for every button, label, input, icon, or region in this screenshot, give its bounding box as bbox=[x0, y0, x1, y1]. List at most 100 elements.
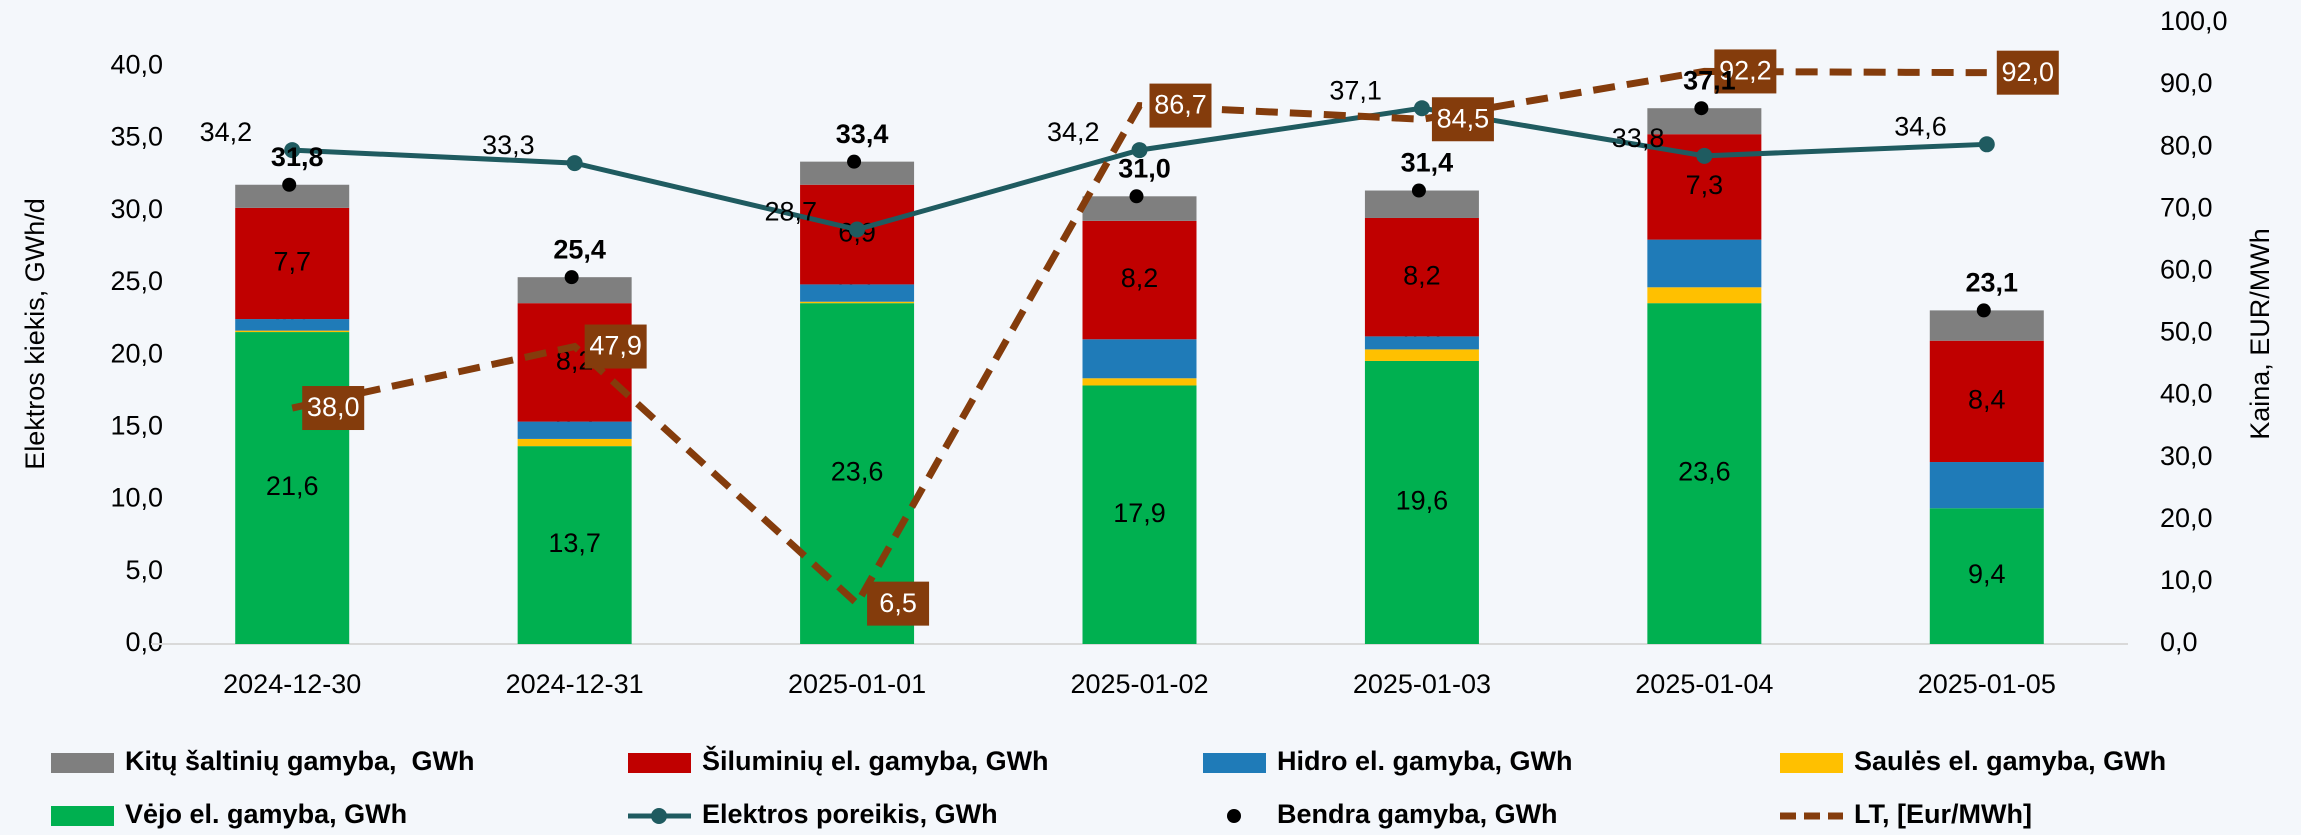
legend-label: Bendra gamyba, GWh bbox=[1277, 799, 1558, 829]
bar-segment bbox=[517, 438, 632, 447]
y-tick-label: 20,0 bbox=[110, 338, 163, 368]
line-point bbox=[849, 221, 866, 238]
y-tick-label: 35,0 bbox=[110, 122, 163, 152]
total-label: 31,8 bbox=[271, 142, 324, 172]
data-label: 37,1 bbox=[1329, 75, 1382, 105]
price-label-box bbox=[1714, 49, 1777, 94]
bar-segment bbox=[1929, 340, 2044, 463]
price-label-box bbox=[1431, 97, 1494, 142]
bar-segment bbox=[235, 184, 350, 208]
data-label: 38,0 bbox=[307, 392, 360, 422]
total-point bbox=[847, 154, 862, 169]
data-label: 33,8 bbox=[1612, 123, 1665, 153]
data-label: 86,7 bbox=[1154, 90, 1207, 120]
data-label: 34,6 bbox=[1894, 111, 1947, 141]
x-tick-label: 2025-01-03 bbox=[1353, 669, 1491, 699]
y2-tick-label: 90,0 bbox=[2160, 68, 2213, 98]
bar-segment bbox=[1082, 385, 1197, 644]
x-tick-label: 2024-12-31 bbox=[506, 669, 644, 699]
data-label: 34,2 bbox=[1047, 117, 1100, 147]
legend-label: Šiluminių el. gamyba, GWh bbox=[702, 745, 1049, 776]
price-label-box bbox=[584, 324, 647, 369]
bar-segment bbox=[1929, 508, 2044, 644]
data-label: 92,2 bbox=[1719, 56, 1772, 86]
y-tick-label: 30,0 bbox=[110, 194, 163, 224]
x-tick-label: 2025-01-05 bbox=[1918, 669, 2056, 699]
legend-label: Saulės el. gamyba, GWh bbox=[1854, 746, 2166, 776]
y-axis-title: Elektros kiekis, GWh/d bbox=[20, 198, 50, 470]
line-point bbox=[1131, 142, 1148, 159]
total-point bbox=[282, 177, 297, 192]
y-tick-label: 5,0 bbox=[125, 555, 163, 585]
bar-segment bbox=[1364, 336, 1479, 350]
data-label: 7,3 bbox=[1686, 170, 1724, 200]
data-label: 7,7 bbox=[273, 247, 311, 277]
y2-tick-label: 100,0 bbox=[2160, 6, 2228, 36]
x-tick-label: 2025-01-02 bbox=[1070, 669, 1208, 699]
bar-segment bbox=[1364, 217, 1479, 337]
line-point bbox=[566, 155, 583, 172]
data-label: 8,2 bbox=[1403, 260, 1441, 290]
line-point bbox=[1696, 147, 1713, 164]
bar-segment bbox=[235, 319, 350, 331]
bar-segment bbox=[1647, 287, 1762, 304]
total-point bbox=[564, 270, 579, 285]
legend-label: Elektros poreikis, GWh bbox=[702, 799, 998, 829]
bar-segment bbox=[1647, 239, 1762, 288]
y2-tick-label: 70,0 bbox=[2160, 192, 2213, 222]
y2-tick-label: 50,0 bbox=[2160, 317, 2213, 347]
legend-swatch bbox=[51, 753, 114, 773]
legend-swatch bbox=[1227, 809, 1241, 823]
x-tick-label: 2025-01-01 bbox=[788, 669, 926, 699]
bar-segment bbox=[235, 207, 350, 320]
legend-label: Vėjo el. gamyba, GWh bbox=[125, 799, 407, 829]
total-point bbox=[1694, 101, 1709, 116]
total-label: 25,4 bbox=[553, 234, 606, 264]
y2-tick-label: 20,0 bbox=[2160, 503, 2213, 533]
legend-swatch bbox=[1780, 753, 1843, 773]
bar-segment bbox=[235, 330, 350, 333]
y2-tick-label: 30,0 bbox=[2160, 441, 2213, 471]
total-point bbox=[1976, 303, 1991, 318]
bar-segment bbox=[1364, 360, 1479, 644]
price-label-box bbox=[302, 386, 365, 431]
legend-swatch bbox=[1203, 753, 1266, 773]
data-label: 47,9 bbox=[589, 331, 642, 361]
y2-tick-label: 0,0 bbox=[2160, 627, 2198, 657]
y2-tick-label: 60,0 bbox=[2160, 255, 2213, 285]
bar-segment bbox=[1082, 339, 1197, 379]
y-tick-label: 25,0 bbox=[110, 266, 163, 296]
bar-segment bbox=[517, 421, 632, 439]
line-point bbox=[1413, 100, 1430, 117]
data-label: 92,0 bbox=[2002, 57, 2055, 87]
bar-segment bbox=[1082, 378, 1197, 386]
data-label: 33,3 bbox=[482, 130, 535, 160]
y2-axis-title: Kaina, EUR/MWh bbox=[2245, 228, 2275, 440]
bar-segment bbox=[1082, 220, 1197, 340]
data-label: 8,4 bbox=[1968, 385, 2006, 415]
data-label: 17,9 bbox=[1113, 498, 1166, 528]
data-label: 34,2 bbox=[200, 117, 253, 147]
bar-segment bbox=[517, 446, 632, 644]
price-label-box bbox=[1149, 83, 1212, 128]
y-tick-label: 15,0 bbox=[110, 410, 163, 440]
y2-tick-label: 80,0 bbox=[2160, 130, 2213, 160]
x-tick-label: 2024-12-30 bbox=[223, 669, 361, 699]
total-label: 37,1 bbox=[1683, 65, 1736, 95]
bar-segment bbox=[1929, 462, 2044, 509]
price-label-box bbox=[867, 581, 930, 626]
y-tick-label: 40,0 bbox=[110, 49, 163, 79]
legend-swatch bbox=[51, 806, 114, 826]
total-label: 31,4 bbox=[1401, 148, 1454, 178]
bar-segment bbox=[1647, 303, 1762, 644]
line-point bbox=[1978, 136, 1995, 153]
data-label: 19,6 bbox=[1396, 486, 1449, 516]
legend-label: LT, [Eur/MWh] bbox=[1854, 799, 2032, 829]
total-label: 33,4 bbox=[836, 119, 889, 149]
legend-label: Hidro el. gamyba, GWh bbox=[1277, 746, 1573, 776]
bar-segment bbox=[800, 301, 915, 304]
legend-swatch bbox=[628, 753, 691, 773]
bar-segment bbox=[235, 332, 350, 644]
bar-segment bbox=[800, 161, 915, 185]
